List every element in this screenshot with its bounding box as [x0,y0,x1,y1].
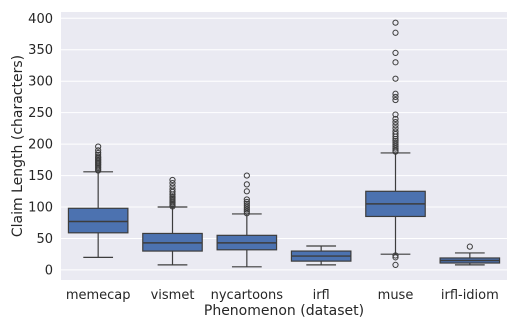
outlier-muse-18 [392,111,399,118]
y-tick-100: 100 [28,201,53,216]
x-tick-vismet: vismet [151,288,195,303]
y-tick-labels: 0 50 100 150 200 250 300 350 400 [28,12,53,279]
outlier-muse-15 [392,122,399,129]
plot-background [61,12,507,280]
y-tick-250: 250 [28,106,53,121]
iqr-box-memecap [67,207,129,234]
gridlines [61,17,507,271]
outlier-nycartoons-10 [243,172,250,179]
outlier-muse-23 [392,59,399,66]
outlier-muse-1 [392,254,399,261]
y-tick-50: 50 [36,232,53,247]
outlier-vismet-13 [169,180,176,187]
outlier-muse-14 [392,125,399,132]
outlier-muse-17 [392,115,399,123]
outlier-irfl-idiom-0 [466,243,473,250]
outlier-vismet-11 [169,186,176,193]
x-tick-labels: memecap vismet nycartoons irfl muse irfl-idio… [66,288,499,303]
outlier-muse-25 [392,29,399,36]
y-tick-150: 150 [28,169,53,184]
x-tick-memecap: memecap [66,288,131,303]
outlier-vismet-8 [169,193,176,200]
outlier-muse-2 [392,252,399,259]
outlier-muse-24 [392,49,399,56]
outlier-nycartoons-9 [243,181,250,188]
outlier-muse-16 [392,118,399,126]
box-irfl [290,245,352,266]
x-tick-irfl-idiom: irfl-idiom [441,288,499,303]
y-tick-200: 200 [28,138,53,153]
outlier-muse-13 [392,128,399,135]
outlier-memecap-11 [95,153,102,160]
outlier-muse-8 [392,139,399,146]
outlier-muse-19 [392,96,399,104]
outlier-nycartoons-4 [243,202,250,209]
outlier-nycartoons-6 [243,198,250,206]
outlier-muse-20 [392,93,399,101]
outlier-nycartoons-7 [243,196,250,203]
y-tick-0: 0 [45,263,53,278]
outlier-muse-21 [392,90,399,97]
box-vismet [142,176,203,266]
outlier-memecap-14 [95,147,102,154]
box-memecap [67,143,129,258]
outlier-muse-26 [392,19,399,26]
outlier-muse-22 [392,75,399,82]
box-muse [365,19,426,269]
y-tick-400: 400 [28,12,53,27]
y-tick-350: 350 [28,43,53,58]
outlier-vismet-12 [169,183,176,190]
outlier-memecap-12 [95,151,102,158]
x-tick-muse: muse [378,288,414,303]
outlier-memecap-13 [95,149,102,157]
boxes-group [67,19,501,269]
y-tick-300: 300 [28,75,53,90]
outlier-vismet-14 [169,176,176,184]
outlier-nycartoons-5 [243,200,250,207]
outlier-muse-9 [392,137,399,145]
x-tick-nycartoons: nycartoons [211,288,284,303]
y-axis-label: Claim Length (characters) [10,55,26,237]
outlier-muse-0 [392,261,399,269]
x-axis-label: Phenomenon (dataset) [204,303,364,319]
box-nycartoons [216,172,278,268]
x-tick-irfl: irfl [313,288,330,303]
outlier-nycartoons-8 [243,188,250,195]
box-irfl-idiom [439,243,501,266]
outlier-memecap-15 [95,143,102,150]
